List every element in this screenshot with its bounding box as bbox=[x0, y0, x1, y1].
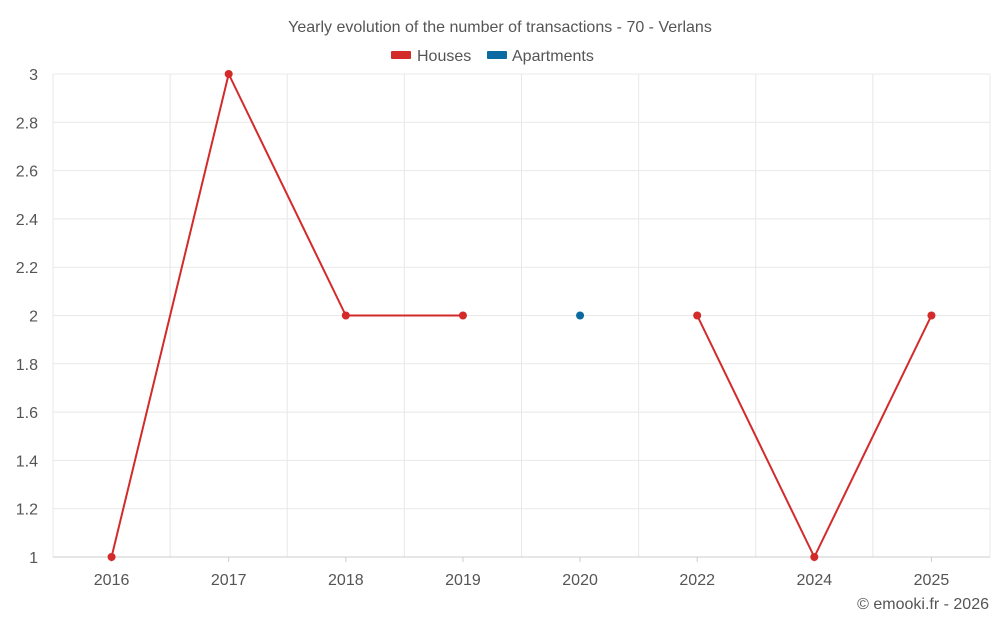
data-point-houses[interactable] bbox=[810, 553, 819, 561]
x-tick-label: 2016 bbox=[94, 572, 130, 589]
y-tick-label: 1.6 bbox=[16, 405, 38, 422]
y-tick-label: 1.8 bbox=[16, 357, 38, 374]
data-point-houses[interactable] bbox=[107, 553, 116, 561]
x-tick-label: 2017 bbox=[211, 572, 247, 589]
y-tick-label: 2.6 bbox=[16, 164, 38, 181]
data-point-houses[interactable] bbox=[224, 70, 233, 78]
x-tick-label: 2022 bbox=[679, 572, 715, 589]
legend-label-apartments: Apartments bbox=[512, 48, 594, 65]
series-line-houses bbox=[696, 315, 933, 558]
x-tick-label: 2018 bbox=[328, 572, 364, 589]
x-tick-label: 2020 bbox=[562, 572, 598, 589]
y-tick-label: 1.4 bbox=[16, 453, 38, 470]
data-point-houses[interactable] bbox=[693, 311, 702, 320]
axes: 1 1.2 1.4 1.6 1.8 2 2.2 2.4 2.6 2.8 3 2016 2017 2018 2… bbox=[16, 67, 990, 589]
legend: Houses Apartments bbox=[391, 48, 594, 65]
chart-title: Yearly evolution of the number of transa… bbox=[288, 19, 712, 36]
x-tick-label: 2019 bbox=[445, 572, 481, 589]
legend-swatch-houses bbox=[391, 51, 411, 59]
legend-item-apartments[interactable]: Apartments bbox=[487, 48, 594, 65]
data-point-houses[interactable] bbox=[927, 311, 936, 320]
y-tick-label: 2.4 bbox=[16, 212, 38, 229]
y-tick-label: 2.8 bbox=[16, 115, 38, 132]
x-tick-label: 2024 bbox=[797, 572, 833, 589]
data-point-houses[interactable] bbox=[458, 311, 467, 320]
series-line-houses bbox=[110, 73, 463, 558]
credit-text: © emooki.fr - 2026 bbox=[857, 596, 989, 613]
y-tick-label: 1 bbox=[29, 550, 38, 567]
y-tick-label: 2.2 bbox=[16, 260, 38, 277]
data-point-apartments[interactable] bbox=[576, 311, 585, 320]
y-tick-label: 1.2 bbox=[16, 502, 38, 519]
x-tick-label: 2025 bbox=[914, 572, 950, 589]
data-point-houses[interactable] bbox=[341, 311, 350, 320]
y-tick-label: 2 bbox=[29, 309, 38, 326]
series bbox=[107, 70, 936, 561]
legend-item-houses[interactable]: Houses bbox=[391, 48, 471, 65]
y-tick-label: 3 bbox=[29, 67, 38, 84]
legend-swatch-apartments bbox=[487, 51, 507, 59]
legend-label-houses: Houses bbox=[417, 48, 471, 65]
